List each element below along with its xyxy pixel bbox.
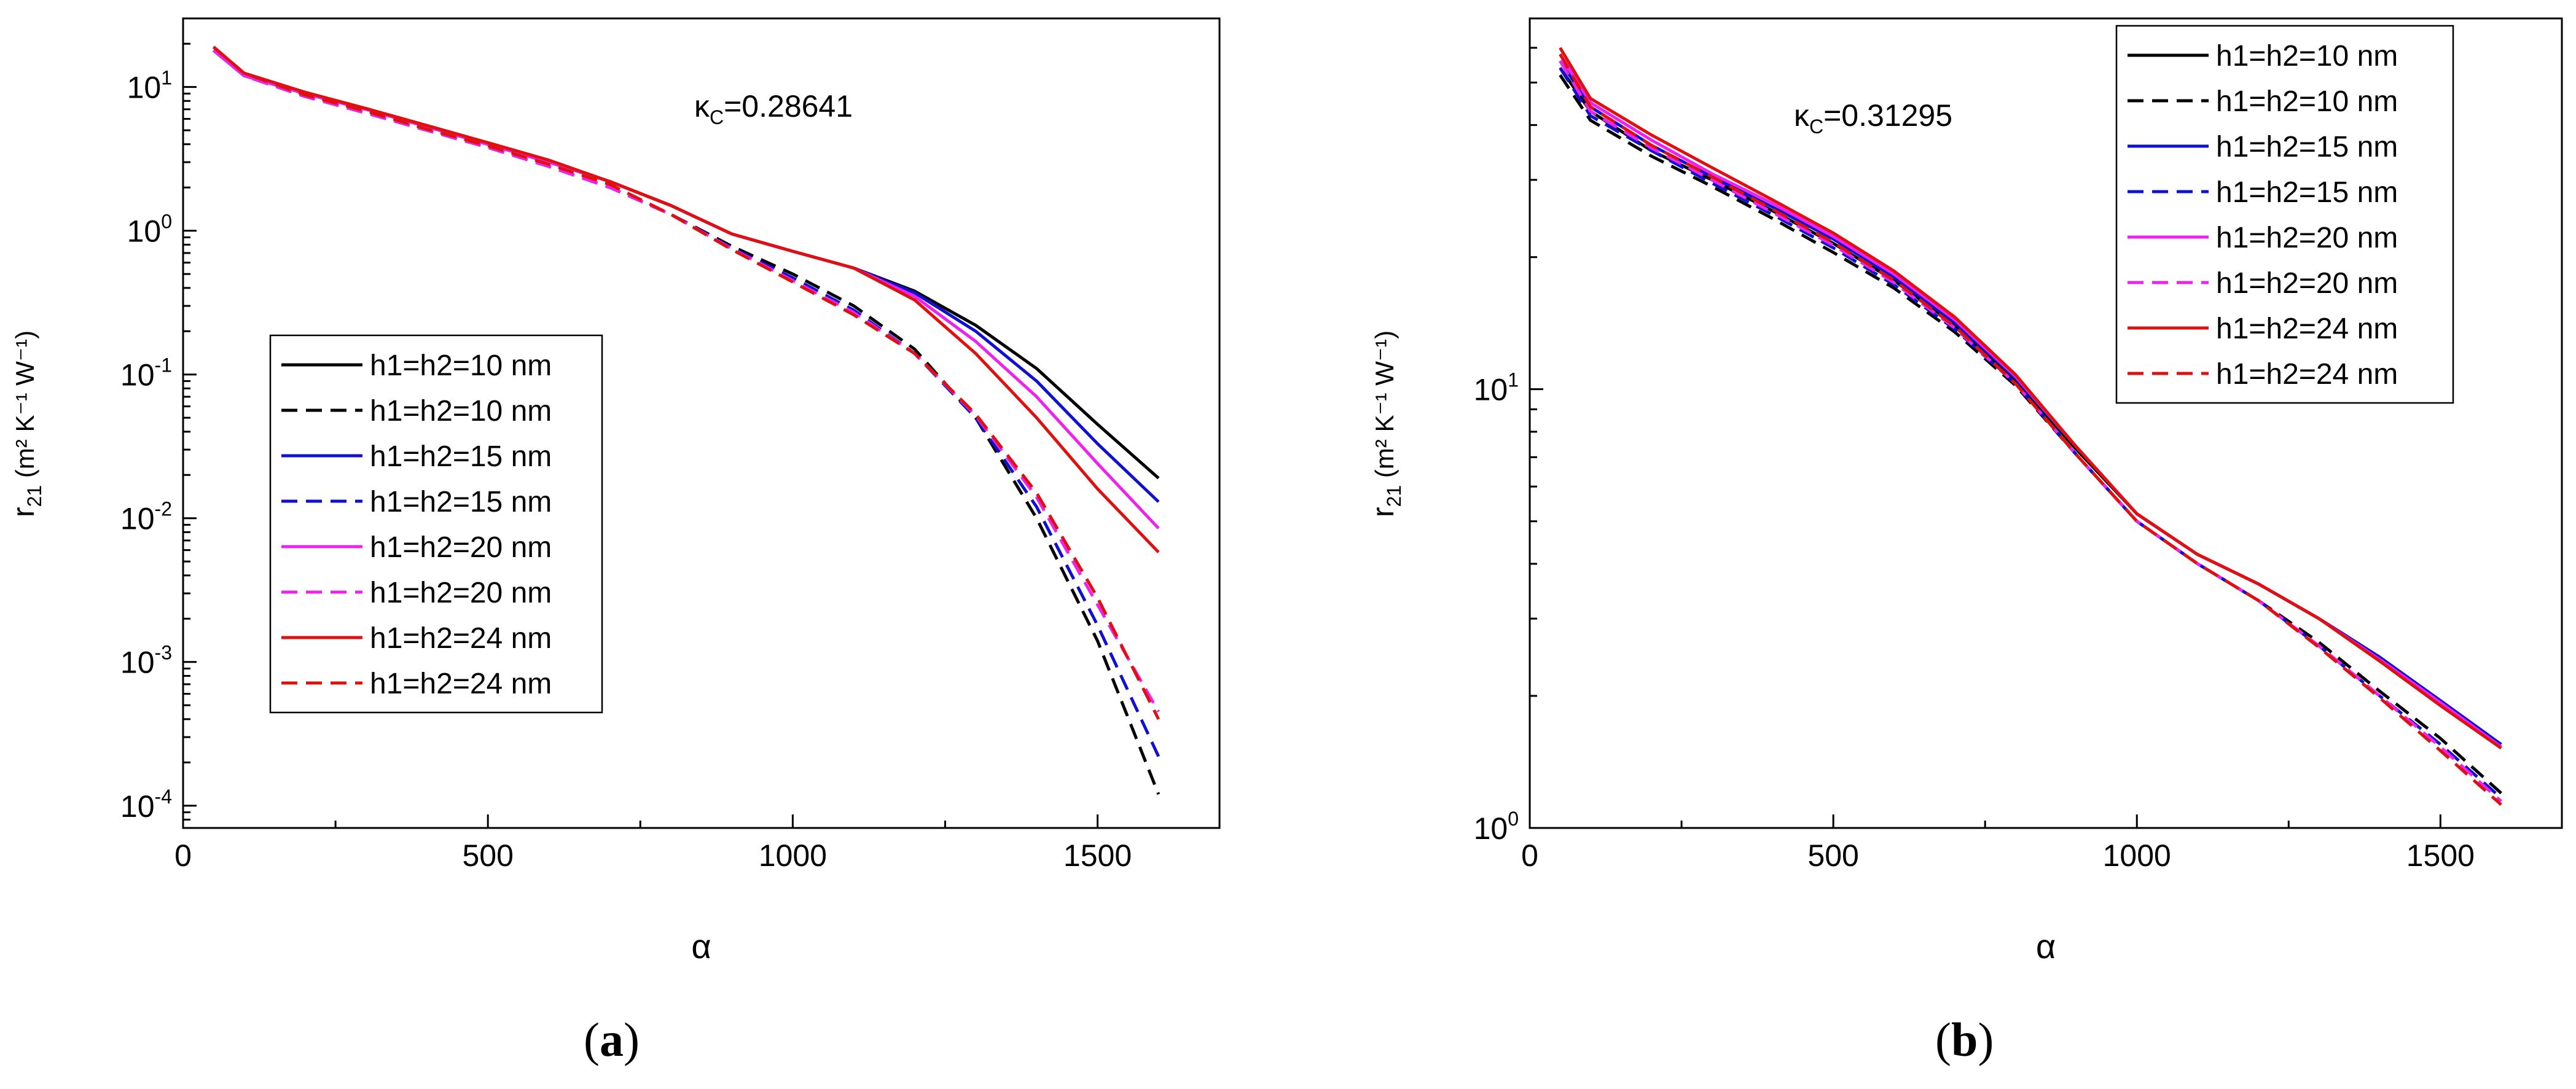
panel-a-legend-label: h1=h2=24 nm — [370, 622, 552, 655]
panel-a-y-tick-label: 10-2 — [120, 498, 172, 536]
panel-b-series-8-line — [1559, 53, 2502, 806]
panel-b-legend-label: h1=h2=15 nm — [2216, 131, 2398, 163]
panel-b-caption-open: ( — [1935, 1013, 1951, 1066]
panel-a-legend: h1=h2=10 nm h1=h2=10 nm h1=h2=15 nm h1=h2=1… — [269, 334, 603, 714]
panel-a-y-tick-base: 10 — [120, 646, 155, 680]
panel-a-y-tick-label: 10-4 — [120, 786, 172, 824]
panel-b-series-2-line — [1559, 74, 2502, 795]
panel-b-y-tick-exponent: 1 — [1508, 369, 1519, 391]
panel-b-legend-label: h1=h2=10 nm — [2216, 85, 2398, 118]
panel-b-y-axis-subscript: 21 — [1383, 485, 1405, 507]
panel-b-legend-label: h1=h2=24 nm — [2216, 313, 2398, 345]
panel-a-series-4-line — [213, 49, 1161, 757]
panel-b-y-tick-label: 100 — [1474, 808, 1519, 846]
panel-b-y-axis-units: (m² K⁻¹ W⁻¹) — [1370, 330, 1399, 485]
panel-a-series-2-line — [213, 49, 1161, 795]
panel-a-y-tick-exponent: -4 — [155, 786, 172, 808]
panel-a-kappa-subscript: C — [710, 106, 724, 128]
panel-a-legend-label: h1=h2=20 nm — [370, 577, 552, 609]
panel-b-caption-close: ) — [1978, 1013, 1994, 1066]
panel-a-y-axis-label: r21 (m² K⁻¹ W⁻¹) — [6, 330, 45, 517]
panel-a-y-tick-base: 10 — [127, 214, 162, 249]
panel-a-kappa-value: =0.28641 — [724, 89, 853, 123]
panel-b-y-axis-symbol: r — [1366, 507, 1400, 517]
panel-b-x-tick-label: 500 — [1807, 838, 1858, 873]
panel-a-legend-label: h1=h2=15 nm — [370, 440, 552, 473]
panel-b-legend-label: h1=h2=20 nm — [2216, 267, 2398, 300]
panel-a-caption-close: ) — [623, 1013, 640, 1066]
panel-b-y-tick-base: 10 — [1474, 373, 1508, 407]
panel-b-caption-letter: b — [1951, 1013, 1978, 1066]
panel-a-legend-label: h1=h2=10 nm — [370, 395, 552, 427]
panel-a-kappa-symbol: κ — [694, 89, 710, 123]
panel-a-y-tick-base: 10 — [120, 789, 155, 824]
panel-a-y-tick-base: 10 — [120, 358, 155, 392]
panel-a-caption-open: ( — [584, 1013, 600, 1066]
panel-a-y-tick-label: 10-1 — [120, 354, 172, 392]
panel-a-y-axis-subscript: 21 — [23, 485, 45, 507]
panel-a-legend-label: h1=h2=24 nm — [370, 668, 552, 700]
panel-a-y-tick-label: 10-3 — [120, 642, 172, 680]
panel-b-legend-label: h1=h2=10 nm — [2216, 40, 2398, 72]
panel-a-y-tick-label: 101 — [127, 67, 172, 105]
panel-b-x-tick-label: 0 — [1521, 838, 1538, 873]
panel-a-legend-label: h1=h2=15 nm — [370, 486, 552, 518]
panel-a-y-tick-base: 10 — [127, 71, 162, 105]
panel-b-kappa-symbol: κ — [1794, 98, 1810, 133]
panel-b-x-tick-label: 1500 — [2406, 838, 2475, 873]
panel-a-kappa-annotation: κC=0.28641 — [694, 89, 853, 128]
panel-a-series-8-line — [212, 45, 1161, 720]
panel-a-y-tick-base: 10 — [120, 502, 155, 536]
panel-b-legend-box — [2115, 25, 2454, 404]
panel-a-caption: (a) — [584, 1012, 640, 1068]
panel-b-y-tick-base: 10 — [1474, 811, 1508, 846]
panel-b-axes-frame — [1529, 17, 2563, 829]
panel-b-kappa-value: =0.31295 — [1823, 98, 1952, 133]
panel-a-y-axis-symbol: r — [6, 507, 41, 517]
panel-a-caption-letter: a — [599, 1013, 624, 1066]
panel-a-x-tick-label: 500 — [462, 838, 513, 873]
panel-a-x-tick-label: 0 — [174, 838, 192, 873]
panel-b-x-axis-label: α — [2036, 927, 2056, 966]
panel-a-y-tick-exponent: -2 — [155, 498, 172, 520]
panel-a-y-tick-exponent: -3 — [155, 642, 172, 664]
panel-b-kappa-annotation: κC=0.31295 — [1794, 98, 1952, 138]
panel-b-legend-label: h1=h2=15 nm — [2216, 176, 2398, 209]
panel-a-series-7-line — [212, 45, 1160, 553]
panel-b-legend-label: h1=h2=24 nm — [2216, 358, 2398, 391]
panel-b-x-tick-label: 1000 — [2103, 838, 2171, 873]
panel-a-legend-label: h1=h2=10 nm — [370, 349, 552, 382]
panel-b-series-7-line — [1559, 47, 2502, 750]
panel-b-y-tick-exponent: 0 — [1508, 808, 1519, 830]
panel-a-y-tick-label: 100 — [127, 211, 172, 249]
panel-b-y-axis-label: r21 (m² K⁻¹ W⁻¹) — [1366, 330, 1405, 517]
panel-a-y-axis-units: (m² K⁻¹ W⁻¹) — [10, 330, 39, 485]
panel-a-axes-frame — [182, 17, 1221, 829]
panel-a-legend-box — [269, 334, 603, 714]
panel-a-x-axis-label: α — [691, 927, 711, 966]
panel-a-y-tick-exponent: 0 — [161, 211, 172, 233]
panel-b-kappa-subscript: C — [1809, 115, 1823, 138]
panel-a-y-tick-exponent: -1 — [155, 354, 172, 377]
panel-a-y-tick-exponent: 1 — [161, 67, 172, 89]
panel-b-caption: (b) — [1935, 1012, 1994, 1068]
panel-b-legend-label: h1=h2=20 nm — [2216, 222, 2398, 254]
panel-b-legend: h1=h2=10 nm h1=h2=10 nm h1=h2=15 nm h1=h2=1… — [2115, 25, 2454, 404]
panel-a-x-tick-label: 1500 — [1063, 838, 1132, 873]
panel-b-y-tick-label: 101 — [1474, 369, 1519, 407]
panel-a-legend-label: h1=h2=20 nm — [370, 531, 552, 564]
panel-a-x-tick-label: 1000 — [759, 838, 827, 873]
